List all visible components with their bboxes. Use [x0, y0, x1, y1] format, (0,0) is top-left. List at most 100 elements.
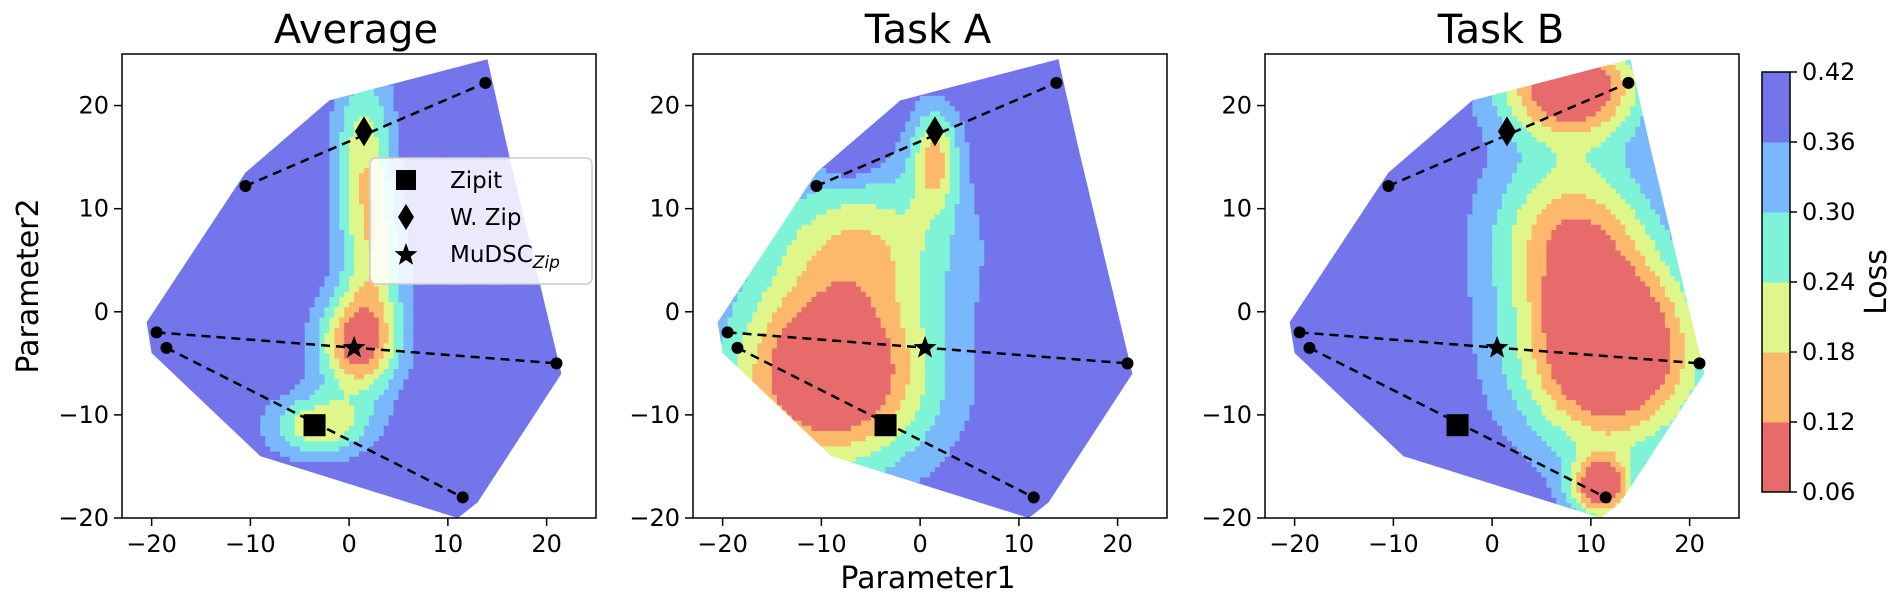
contour-cell: [137, 234, 143, 240]
contour-cell: [196, 244, 202, 251]
contour-cell: [191, 306, 197, 313]
contour-cell: [270, 451, 276, 457]
contour-cell: [339, 193, 345, 199]
contour-cell: [368, 378, 375, 385]
contour-cell: [319, 59, 326, 60]
contour-cell: [220, 177, 227, 184]
contour-cell: [210, 136, 217, 143]
contour-cell: [181, 121, 187, 127]
contour-cell: [314, 203, 321, 210]
contour-cell: [270, 177, 276, 184]
contour-cell: [245, 425, 251, 431]
contour-cell: [210, 121, 217, 127]
contour-cell: [309, 456, 316, 462]
contour-cell: [255, 59, 261, 60]
contour-cell: [329, 311, 335, 318]
contour-cell: [329, 249, 335, 256]
contour-cell: [314, 394, 321, 401]
contour-cell: [309, 239, 316, 246]
contour-cell: [176, 311, 182, 318]
contour-cell: [205, 79, 212, 86]
contour-cell: [132, 178, 138, 184]
contour-cell: [373, 327, 380, 333]
contour-cell: [215, 414, 222, 421]
contour-cell: [260, 255, 266, 261]
contour-cell: [334, 239, 340, 246]
contour-cell: [201, 59, 207, 60]
contour-cell: [354, 316, 360, 323]
contour-cell: [181, 492, 187, 498]
contour-cell: [339, 260, 345, 266]
contour-cell: [132, 234, 138, 240]
contour-cell: [196, 213, 202, 220]
contour-cell: [265, 487, 271, 493]
contour-cell: [294, 182, 301, 189]
contour-cell: [329, 368, 335, 375]
contour-cell: [230, 322, 237, 328]
contour-cell: [363, 353, 370, 359]
contour-cell: [230, 249, 237, 256]
contour-cell: [205, 177, 212, 184]
contour-cell: [210, 358, 217, 364]
contour-cell: [191, 507, 197, 514]
contour-cell: [280, 90, 286, 96]
contour-cell: [137, 343, 143, 349]
contour-cell: [265, 332, 271, 339]
contour-cell: [255, 347, 261, 354]
contour-cell: [230, 327, 237, 333]
contour-cell: [393, 430, 400, 437]
contour-cell: [329, 59, 335, 60]
contour-cell: [270, 188, 276, 194]
contour-cell: [210, 162, 217, 169]
contour-cell: [132, 80, 138, 86]
contour-cell: [166, 275, 172, 282]
contour-cell: [354, 255, 360, 261]
contour-cell: [181, 481, 187, 488]
contour-cell: [354, 399, 360, 406]
contour-cell: [275, 378, 281, 385]
contour-cell: [156, 177, 163, 184]
contour-cell: [299, 203, 306, 210]
contour-cell: [280, 466, 286, 473]
contour-cell: [166, 394, 172, 401]
contour-cell: [230, 481, 237, 488]
contour-cell: [235, 280, 242, 287]
contour-cell: [166, 126, 172, 132]
contour-cell: [319, 177, 326, 184]
contour-cell: [368, 384, 375, 390]
contour-cell: [156, 456, 163, 462]
contour-cell: [344, 466, 350, 473]
contour-cell: [319, 316, 326, 323]
contour-cell: [210, 224, 217, 230]
contour-cell: [255, 286, 261, 292]
contour-cell: [265, 177, 271, 184]
contour-cell: [260, 332, 266, 339]
contour-cell: [176, 203, 182, 210]
contour-cell: [354, 404, 360, 411]
contour-cell: [132, 157, 138, 163]
contour-cell: [388, 471, 395, 478]
contour-cell: [378, 306, 385, 313]
contour-cell: [329, 100, 335, 107]
contour-cell: [349, 121, 355, 127]
contour-cell: [349, 286, 355, 292]
contour-cell: [314, 146, 321, 153]
contour-cell: [215, 90, 222, 96]
contour-cell: [299, 270, 306, 277]
contour-cell: [275, 353, 281, 359]
contour-cell: [388, 481, 395, 488]
contour-cell: [127, 363, 133, 369]
contour-cell: [260, 167, 266, 174]
contour-cell: [171, 286, 177, 292]
contour-cell: [270, 502, 276, 509]
contour-cell: [156, 59, 163, 60]
contour-cell: [339, 399, 345, 406]
contour-cell: [230, 497, 237, 504]
contour-cell: [166, 260, 172, 266]
contour-cell: [225, 296, 232, 303]
contour-cell: [299, 249, 306, 256]
contour-cell: [127, 126, 133, 132]
contour-cell: [245, 487, 251, 493]
contour-cell: [270, 487, 276, 493]
contour-cell: [240, 74, 247, 81]
